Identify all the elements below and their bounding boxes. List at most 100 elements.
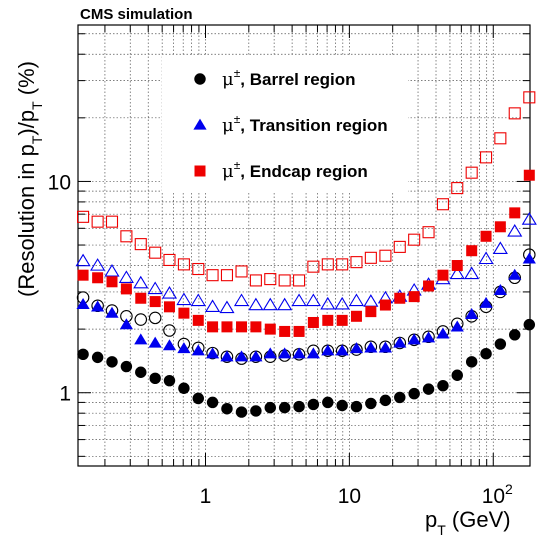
data-point [163, 253, 176, 267]
data-point [466, 245, 478, 257]
legend-entry-prefix: μ [222, 115, 234, 136]
data-point [422, 383, 435, 395]
data-point [120, 283, 132, 295]
data-point [494, 338, 507, 350]
data-point [335, 344, 349, 356]
data-point [235, 265, 248, 278]
data-point [449, 266, 465, 280]
data-point [178, 382, 190, 394]
data-point [91, 215, 104, 228]
y-axis-title-pre: (Resolution in p [14, 144, 39, 297]
data-point [322, 314, 334, 326]
data-point [321, 258, 334, 271]
data-point [393, 336, 407, 348]
data-point [279, 325, 291, 337]
data-point [365, 397, 377, 410]
data-markers [75, 91, 537, 418]
data-point [263, 347, 277, 359]
data-point [480, 347, 492, 360]
data-point [250, 405, 262, 417]
data-point [134, 238, 147, 251]
data-point [135, 366, 147, 378]
data-point [479, 296, 493, 308]
data-point [135, 292, 147, 304]
y-axis-title-post: (%) [14, 61, 39, 101]
data-point [106, 276, 118, 288]
data-point [291, 293, 307, 307]
data-point [423, 280, 435, 292]
data-point [106, 356, 118, 368]
data-point [134, 333, 148, 345]
data-point [192, 262, 205, 276]
legend-entry-label: μ±, Transition region [222, 112, 388, 136]
y-axis-title-sub1: T [29, 135, 45, 144]
data-point [75, 253, 91, 267]
data-point [379, 249, 392, 262]
data-point [509, 207, 521, 219]
data-point [451, 182, 464, 195]
data-point [451, 260, 463, 272]
x-axis-title-sub: T [437, 522, 446, 538]
data-point [264, 273, 277, 286]
data-point [220, 269, 234, 282]
data-point [509, 329, 521, 341]
data-point [163, 324, 176, 337]
data-point [149, 246, 162, 259]
x-axis-title: pT (GeV) [425, 507, 511, 538]
data-point [437, 379, 449, 392]
legend-entry-text: , Endcap region [240, 162, 368, 181]
data-point [76, 297, 90, 309]
legend-entry-prefix: μ [222, 69, 234, 90]
x-tick-label-text: 10 [338, 485, 361, 508]
data-point [134, 313, 148, 326]
data-point [278, 401, 291, 414]
data-point [507, 223, 523, 237]
data-point [464, 266, 480, 280]
legend-entry-text: , Transition region [240, 116, 387, 135]
series-triangle-filled [76, 252, 536, 362]
data-point [162, 339, 177, 351]
data-point [207, 321, 219, 333]
data-point [465, 307, 479, 319]
data-point [492, 241, 508, 254]
data-point [436, 198, 450, 211]
data-point [306, 347, 320, 359]
data-point [262, 297, 278, 311]
data-point [149, 296, 161, 308]
x-tick-label: 102 [482, 481, 513, 508]
legend-marker-circle [194, 73, 206, 85]
x-axis-title-unit: (GeV) [446, 507, 511, 532]
data-point [77, 348, 89, 361]
data-point [104, 263, 120, 277]
series-square-open [77, 91, 536, 287]
data-point [336, 399, 348, 412]
data-point [221, 321, 233, 333]
data-point [493, 284, 507, 296]
data-point [307, 260, 320, 273]
data-point [305, 293, 321, 307]
x-tick-label: 1 [200, 485, 212, 508]
data-point [221, 403, 233, 415]
data-point [234, 350, 249, 362]
data-point [348, 293, 365, 307]
data-point [508, 107, 521, 120]
data-point [523, 91, 536, 104]
data-point [293, 274, 306, 287]
data-point [336, 314, 348, 326]
data-point [235, 406, 248, 418]
data-point [278, 347, 292, 359]
legend-entry-label: μ±, Endcap region [222, 158, 368, 182]
data-point [205, 347, 220, 359]
data-point [408, 387, 420, 400]
data-point [334, 296, 350, 310]
data-point [277, 297, 293, 311]
data-point [206, 396, 219, 409]
data-point [176, 292, 192, 306]
data-point [133, 275, 149, 289]
data-point [163, 374, 176, 387]
data-point [118, 270, 134, 283]
data-point [249, 350, 263, 362]
